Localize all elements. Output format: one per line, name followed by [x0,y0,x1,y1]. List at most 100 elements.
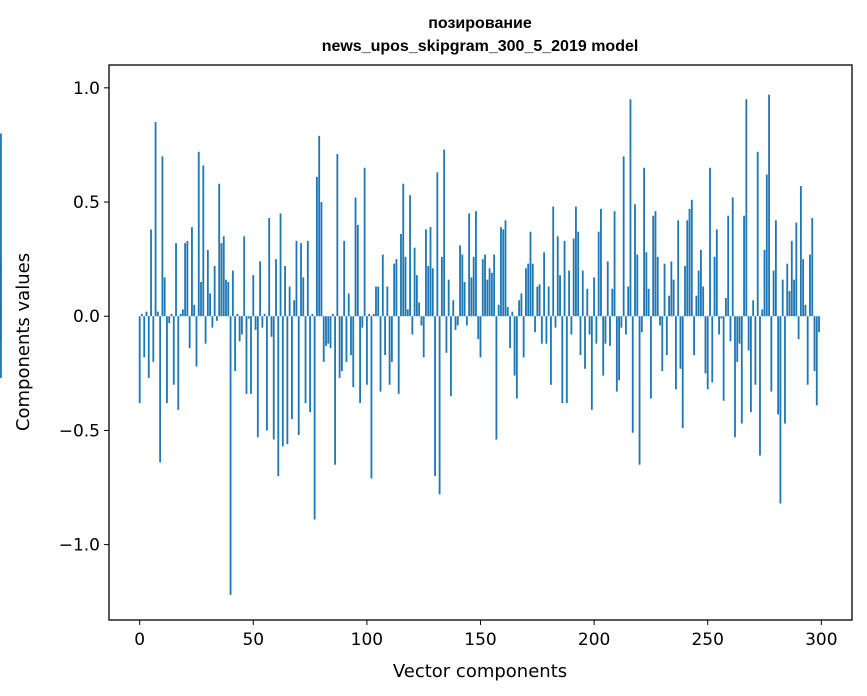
bar [577,231,580,317]
bar [304,316,307,404]
bar [384,316,386,356]
bar [559,275,561,317]
bar [372,313,375,317]
bar [793,279,795,317]
bar [309,316,311,413]
bar [693,316,695,356]
bar [275,259,277,317]
bar [790,240,793,317]
bar [593,277,596,317]
bar [313,316,316,520]
bar [331,313,334,317]
plot-frame [108,64,853,621]
bar [768,94,770,317]
bar [509,316,511,349]
bar [588,316,591,335]
bar [595,316,598,344]
bar [184,243,187,317]
bar [393,263,396,317]
bar [0,316,2,378]
bar [318,135,321,317]
bar [404,256,407,317]
bar [529,231,532,317]
bar [388,316,391,385]
bar [172,316,175,385]
bar [806,316,809,385]
bar [584,316,586,369]
bar [450,316,452,397]
bar [161,156,164,317]
bar [686,220,689,317]
bar [263,313,266,317]
bar [411,316,414,335]
x-tick-label: 0 [134,630,145,650]
bar [774,220,777,317]
bar [627,286,630,317]
bar [415,275,418,317]
bar [738,316,741,344]
bar [690,199,693,317]
bar [206,250,209,317]
bar [672,279,675,317]
bar [325,316,327,346]
bar [668,295,670,317]
bar [620,316,623,328]
chart-title: позирование [428,15,532,32]
bar [481,259,484,317]
bar [191,227,193,317]
bar [702,286,705,317]
bar [295,240,298,317]
bar [306,240,309,317]
bar [699,250,702,317]
bar [343,240,346,317]
bar [613,211,616,317]
bar [320,202,323,317]
bar [381,254,384,317]
bar [352,316,355,388]
bar [659,316,661,326]
bar [763,250,766,317]
bar [561,316,564,404]
bar [254,316,257,330]
bar [618,316,621,381]
bar [552,206,555,317]
bar [527,263,530,317]
bar [438,316,441,495]
bar [397,316,400,394]
bar [347,293,350,317]
bar [250,316,252,394]
bar [556,236,559,317]
bar [231,270,234,317]
bar [429,227,432,317]
bar [615,316,618,392]
bar [815,316,818,406]
bar [468,213,471,317]
bar [647,288,650,317]
bar [606,261,609,317]
bar [568,270,571,317]
bar [159,316,162,463]
bar [281,316,284,447]
bar [727,215,730,317]
bar [604,316,607,344]
bar [536,286,539,317]
bar [243,236,246,317]
y-axis-ticks: −1.0 −0.5 0.0 0.5 1.0 [59,79,109,556]
bar [761,309,764,317]
bar [695,295,698,317]
bar [500,227,502,317]
bar [211,316,214,328]
bar [334,316,336,465]
bar [418,302,421,317]
bar [302,277,305,317]
bar [379,316,382,392]
bar [193,304,196,317]
y-tick-label: 0.0 [73,307,100,327]
bar [575,206,577,317]
bar [238,316,241,342]
bar [436,172,439,317]
bar [277,316,280,477]
bar [681,316,684,429]
bar [602,316,605,376]
bar [765,174,768,317]
